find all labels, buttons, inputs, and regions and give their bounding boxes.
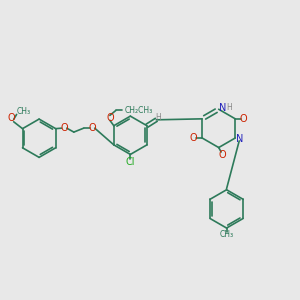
- Text: O: O: [106, 113, 114, 123]
- Text: O: O: [219, 150, 226, 160]
- Text: CH₃: CH₃: [16, 107, 30, 116]
- Text: O: O: [88, 123, 96, 133]
- Text: CH₃: CH₃: [220, 230, 234, 239]
- Text: CH₂CH₃: CH₂CH₃: [124, 106, 153, 115]
- Text: O: O: [60, 123, 68, 133]
- Text: H: H: [226, 103, 232, 112]
- Text: Cl: Cl: [126, 157, 135, 167]
- Text: H: H: [155, 113, 161, 122]
- Text: O: O: [190, 133, 198, 143]
- Text: O: O: [240, 114, 248, 124]
- Text: O: O: [8, 113, 16, 123]
- Text: N: N: [219, 103, 226, 113]
- Text: N: N: [236, 134, 243, 144]
